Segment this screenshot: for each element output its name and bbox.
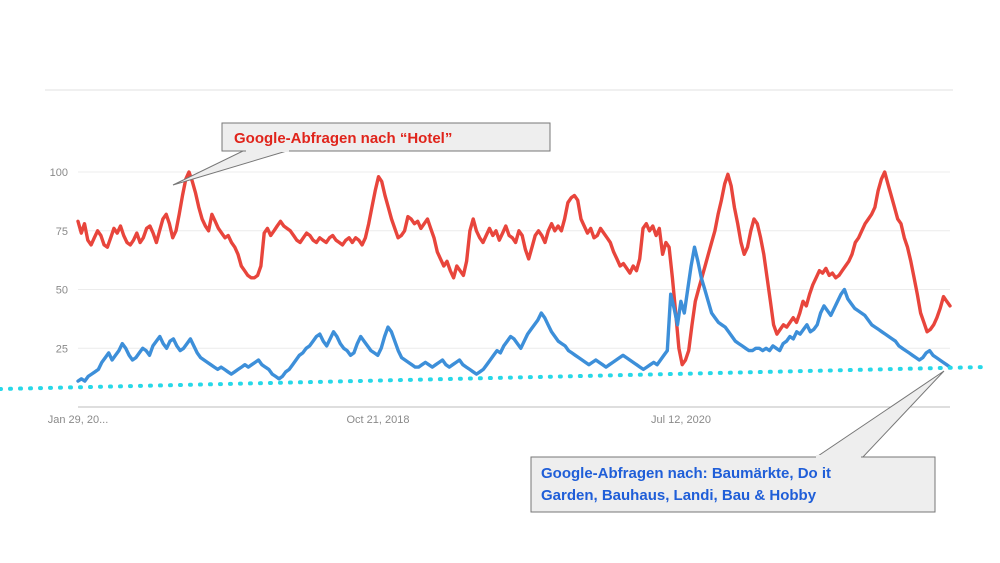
y-tick-label: 50 [56,285,68,297]
grid-lines [78,171,950,349]
x-axis-ticks: Jan 29, 20... Oct 21, 2018 Jul 12, 2020 [48,414,711,426]
hotel-callout-label: Google-Abfragen nach “Hotel” [234,130,452,147]
y-tick-label: 75 [56,226,68,238]
hardware-callout: Google-Abfragen nach: Baumärkte, Do it G… [530,370,945,513]
hotel-callout: Google-Abfragen nach “Hotel” [172,122,551,186]
hardware-callout-box [530,456,936,513]
hotel-callout-box [221,122,551,152]
x-tick-label: Jul 12, 2020 [651,414,711,426]
series-lines [76,170,952,383]
y-axis-ticks: 25 50 75 100 [50,167,68,355]
x-tick-label: Jan 29, 20... [48,414,109,426]
hardware-callout-label-line1: Google-Abfragen nach: Baumärkte, Do it [541,465,831,482]
series-line-hotel [76,170,952,367]
y-tick-label: 25 [56,343,68,355]
hotel-callout-pointer [172,149,291,186]
trend-dotted-line [0,365,987,391]
hardware-callout-label-line2: Garden, Bauhaus, Landi, Bau & Hobby [541,487,817,504]
series-line-hardware-stores [76,245,952,383]
x-tick-label: Oct 21, 2018 [347,414,410,426]
y-tick-label: 100 [50,167,68,179]
hardware-callout-pointer [813,370,945,459]
